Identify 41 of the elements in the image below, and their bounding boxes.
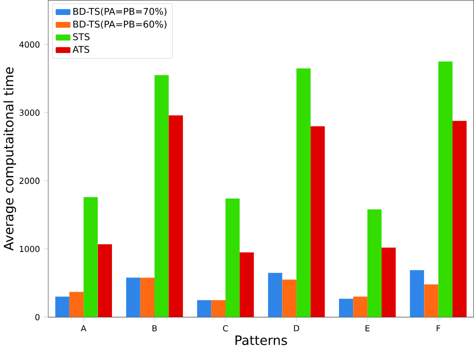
x-tick-label: C (223, 325, 228, 332)
x-tick-label: E (366, 325, 370, 332)
bar (282, 280, 296, 318)
bar (211, 300, 226, 318)
y-tick-label: 2000 (20, 178, 40, 184)
y-tick-label: 1000 (20, 246, 40, 252)
bar (240, 252, 254, 318)
bar (367, 210, 382, 318)
bar (197, 300, 212, 318)
y-tick-label: 0 (35, 314, 40, 320)
bar (140, 278, 155, 318)
x-tick-label: A (80, 325, 86, 332)
bar (69, 292, 84, 318)
y-axis-title: Average computaitonal time (3, 68, 16, 251)
y-tick-label: 4000 (19, 42, 40, 48)
bar (438, 62, 453, 318)
x-axis-title: Patterns (236, 336, 287, 346)
bar (168, 116, 183, 318)
bar (126, 278, 140, 318)
legend-label: BD-TS(PA=PB=70%) (73, 8, 166, 16)
x-tick-label: F (436, 325, 440, 332)
bar (55, 296, 70, 318)
bar (410, 270, 424, 318)
legend-label: BD-TS(PA=PB=60%) (73, 20, 166, 30)
x-tick-label: B (152, 325, 157, 332)
bar (424, 284, 438, 318)
y-tick-label: 3000 (20, 110, 40, 116)
bar (339, 298, 354, 318)
bar (452, 121, 467, 318)
x-tick-label: D (294, 325, 300, 332)
legend-label: ATS (72, 46, 90, 54)
bar (98, 244, 112, 318)
bar (225, 198, 240, 318)
bar (84, 197, 98, 318)
bar (296, 68, 311, 318)
bar (268, 273, 282, 318)
bar (382, 248, 396, 318)
legend-label: STS (73, 33, 90, 41)
bar (310, 126, 325, 318)
bar (353, 296, 368, 318)
bar (154, 75, 169, 318)
